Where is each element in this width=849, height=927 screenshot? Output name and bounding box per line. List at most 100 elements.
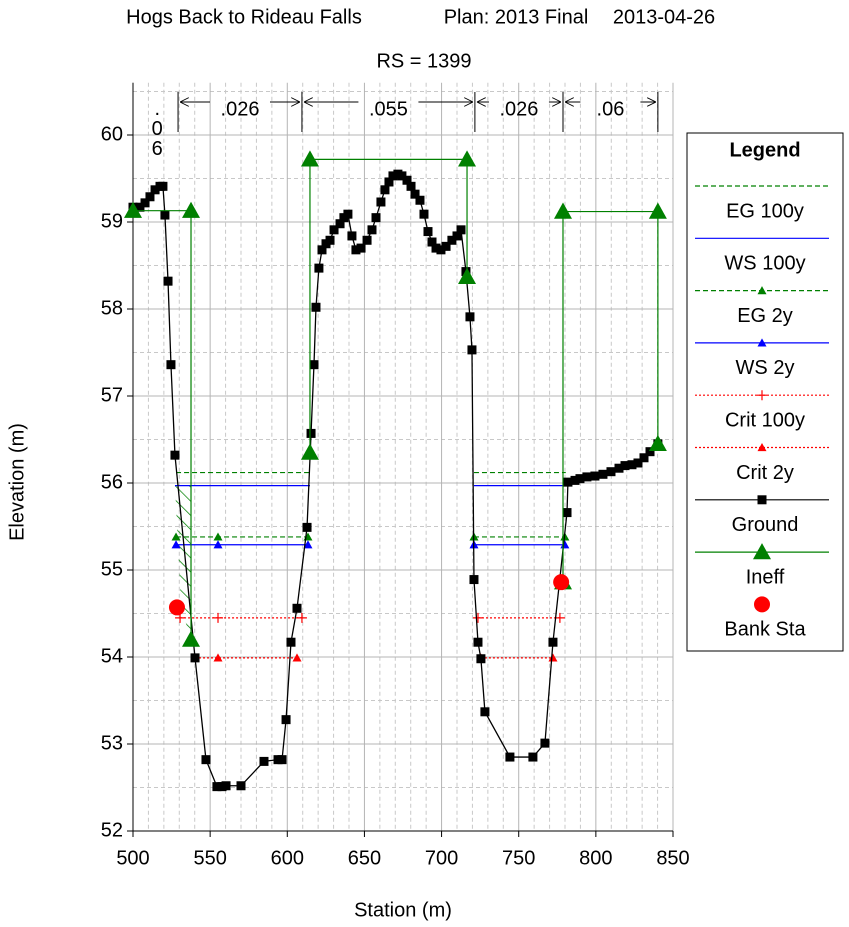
marker-triangle: [213, 540, 223, 549]
marker-square: [292, 603, 302, 613]
marker-square: [367, 225, 377, 235]
marker-square: [614, 463, 624, 473]
marker-square: [384, 177, 394, 187]
marker-square: [343, 209, 353, 219]
marker-triangle: [648, 202, 667, 219]
marker-square: [362, 235, 372, 245]
marker-square: [135, 202, 145, 212]
marker-square: [351, 245, 361, 255]
marker-square: [528, 752, 538, 762]
marker-square: [306, 428, 316, 438]
chart-subtitle: RS = 1399: [376, 50, 471, 72]
marker-square: [317, 245, 327, 255]
marker-plus: [296, 612, 307, 623]
y-tick-label: 59: [101, 210, 123, 232]
marker-square: [311, 302, 321, 312]
marker-square: [423, 227, 433, 237]
marker-square: [259, 756, 269, 766]
marker-square: [606, 467, 616, 477]
marker-square: [419, 209, 429, 219]
marker-square: [309, 360, 319, 370]
marker-square: [221, 781, 231, 791]
n-label: .06: [146, 98, 168, 158]
y-tick-label: 56: [101, 471, 123, 493]
legend-label: EG 100y: [726, 200, 804, 222]
marker-triangle: [548, 653, 558, 662]
marker-square: [598, 469, 608, 479]
marker-square: [380, 185, 390, 195]
x-tick-label: 500: [116, 847, 149, 869]
x-tick-label: 650: [348, 847, 381, 869]
marker-square: [645, 447, 655, 457]
marker-square: [467, 345, 477, 355]
marker-square: [590, 471, 600, 481]
marker-square: [548, 637, 558, 647]
ineffective-hatch: [175, 485, 191, 640]
x-axis-label: Station (m): [354, 899, 452, 921]
marker-square: [163, 276, 173, 286]
marker-circle: [553, 574, 570, 591]
marker-square: [397, 171, 407, 181]
marker-triangle: [182, 630, 201, 647]
y-tick-label: 60: [101, 123, 123, 145]
marker-square: [325, 235, 335, 245]
legend-label: EG 2y: [737, 305, 793, 327]
legend-marker: [753, 543, 771, 560]
marker-square: [406, 181, 416, 191]
marker-square: [410, 189, 420, 199]
legend-label: WS 2y: [736, 357, 795, 379]
y-tick-label: 54: [101, 645, 123, 667]
marker-triangle: [458, 267, 477, 285]
marker-square: [431, 243, 441, 253]
marker-square: [314, 263, 324, 273]
marker-square: [371, 213, 381, 223]
legend-marker: [757, 390, 767, 401]
grid: [132, 82, 674, 832]
marker-square: [447, 235, 457, 245]
marker-square: [570, 475, 580, 485]
marker-square: [505, 752, 515, 762]
marker-triangle: [171, 540, 181, 549]
marker-square: [329, 225, 339, 235]
marker-square: [480, 707, 490, 717]
marker-square: [402, 175, 412, 185]
y-tick-label: 58: [101, 297, 123, 319]
marker-square: [540, 738, 550, 748]
legend-box: [686, 132, 844, 652]
marker-triangle: [300, 443, 319, 460]
marker-square: [277, 755, 287, 765]
marker-square: [302, 522, 312, 532]
legend-label: Crit 2y: [736, 462, 794, 484]
marker-plus: [213, 612, 224, 623]
marker-square: [158, 181, 168, 191]
n-label: .026: [499, 98, 538, 120]
marker-plus: [472, 612, 483, 623]
marker-square: [140, 198, 150, 208]
marker-square: [563, 477, 573, 487]
x-tick-label: 750: [502, 847, 535, 869]
plan-label: Plan: 2013 Final: [444, 6, 589, 28]
marker-plus: [554, 612, 565, 623]
marker-square: [469, 575, 479, 585]
legend-label: Ground: [732, 514, 799, 536]
marker-square: [473, 637, 483, 647]
legend-label: Ineff: [746, 566, 785, 588]
date-label: 2013-04-26: [613, 6, 715, 28]
marker-square: [639, 453, 649, 463]
y-tick-label: 53: [101, 732, 123, 754]
marker-triangle: [171, 532, 181, 541]
marker-triangle: [648, 434, 667, 452]
x-tick-label: 850: [656, 847, 689, 869]
marker-square: [166, 360, 176, 370]
marker-square: [465, 312, 475, 322]
marker-triangle: [213, 653, 223, 662]
y-tick-label: 52: [101, 819, 123, 841]
marker-square: [415, 195, 425, 205]
marker-square: [281, 715, 291, 725]
marker-square: [575, 474, 585, 484]
marker-triangle: [292, 653, 302, 662]
marker-square: [160, 210, 170, 220]
marker-square: [620, 461, 630, 471]
marker-square: [190, 653, 200, 663]
